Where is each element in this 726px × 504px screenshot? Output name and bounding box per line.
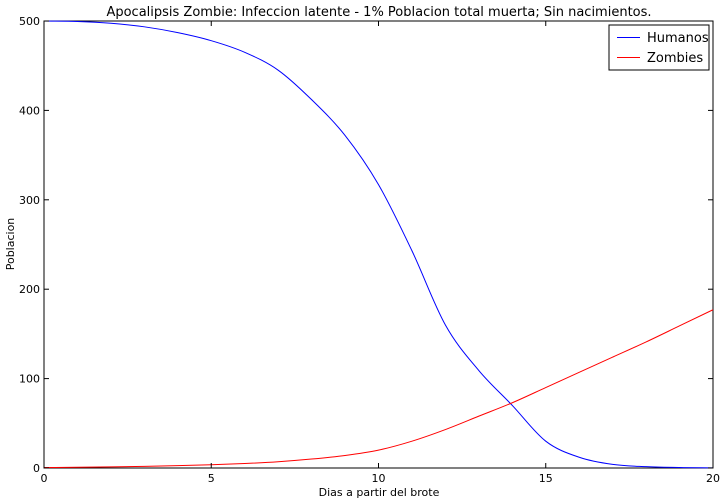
y-tick-label: 300 xyxy=(19,194,40,207)
x-tick-label: 5 xyxy=(208,472,215,485)
y-tick-label: 500 xyxy=(19,15,40,28)
y-tick-label: 200 xyxy=(19,283,40,296)
series-line-zombies xyxy=(43,309,714,469)
y-tick-label: 100 xyxy=(19,373,40,386)
plot-area-frame xyxy=(43,20,714,469)
x-tick-label: 0 xyxy=(41,472,48,485)
x-axis-label: Dias a partir del brote xyxy=(319,486,440,499)
x-tick-label: 20 xyxy=(706,472,720,485)
x-tick-label: 10 xyxy=(372,472,386,485)
y-axis-label: Poblacion xyxy=(4,218,17,271)
legend: Humanos Zombies xyxy=(608,24,710,71)
x-tick-label: 15 xyxy=(539,472,553,485)
y-tick-label: 0 xyxy=(33,462,40,475)
chart-title: Apocalipsis Zombie: Infeccion latente - … xyxy=(106,5,651,20)
legend-label-zombies: Zombies xyxy=(647,51,703,66)
y-tick-label: 400 xyxy=(19,104,40,117)
legend-label-humanos: Humanos xyxy=(647,31,709,46)
series-layer xyxy=(43,20,714,469)
legend-box xyxy=(608,24,710,71)
series-line-humanos xyxy=(43,20,714,469)
